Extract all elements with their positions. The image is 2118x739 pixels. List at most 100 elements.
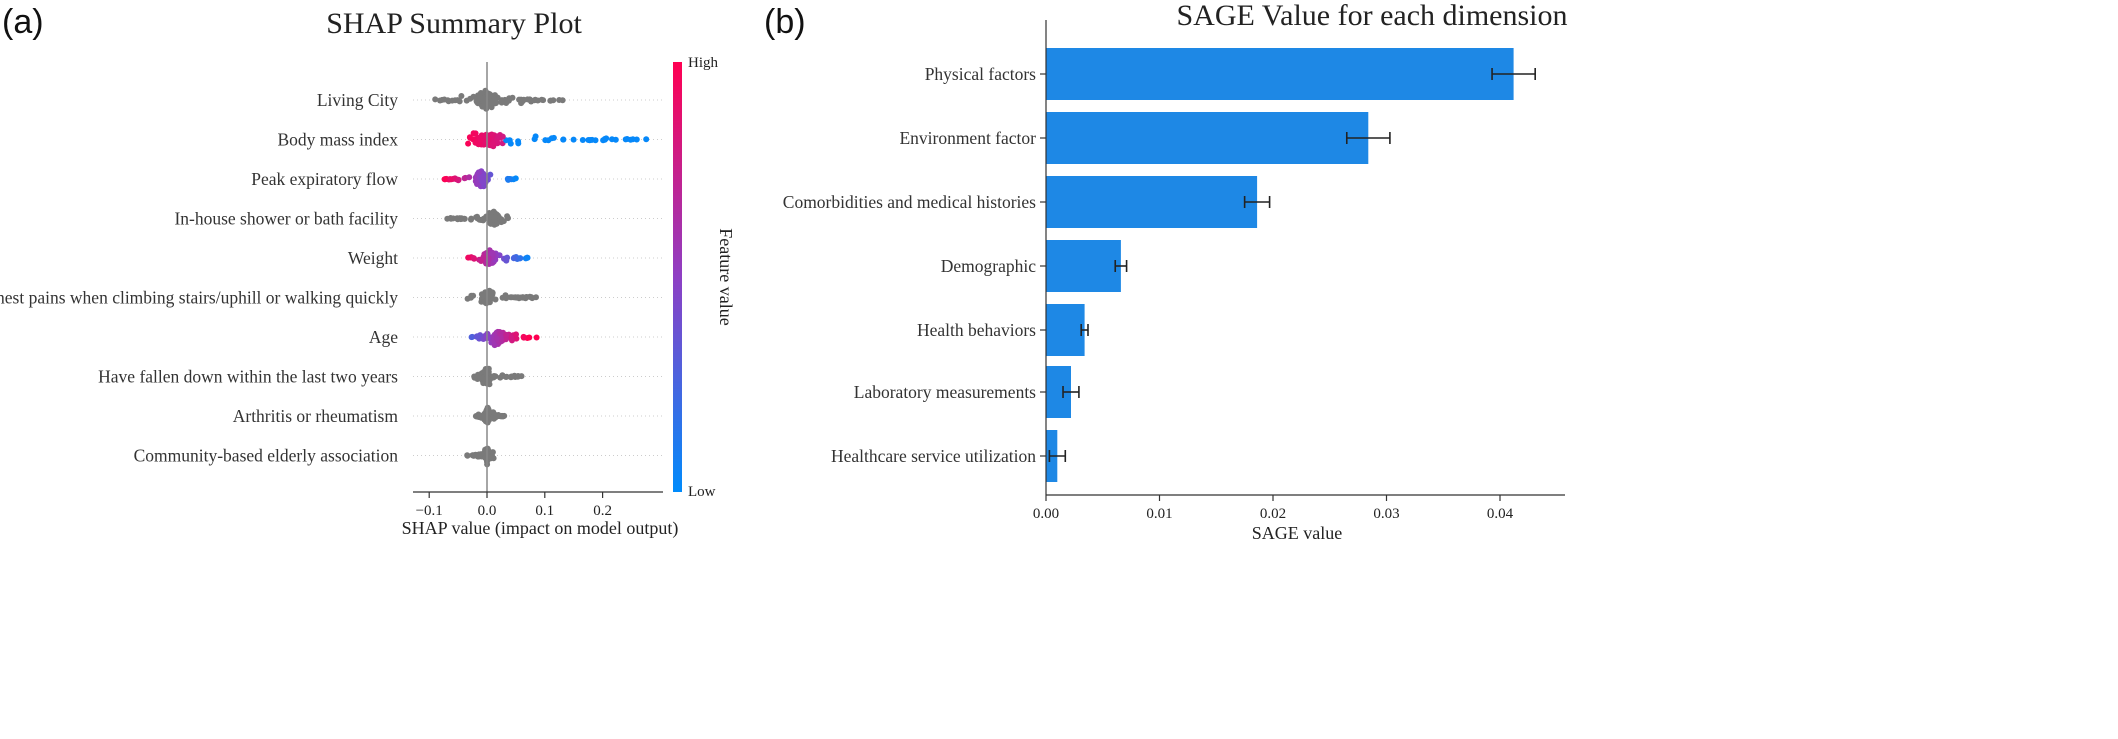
sage-category-label-environment-factor: Environment factor — [899, 128, 1036, 148]
shap-point-living-city — [444, 97, 451, 104]
shap-point-arthritis-or-rheumatism — [491, 415, 497, 422]
shap-point-weight — [503, 257, 510, 264]
panel-b-label: (b) — [764, 3, 806, 41]
feature-label-community-based-elderly-association: Community-based elderly association — [134, 446, 399, 466]
sage-bar-health-behaviors — [1046, 304, 1085, 356]
shap-point-weight — [480, 254, 487, 261]
shap-point-peak-expiratory-flow — [475, 169, 482, 176]
shap-point-body-mass-index — [470, 130, 477, 137]
shap-x-axis-label: SHAP value (impact on model output) — [402, 518, 679, 539]
shap-point-living-city — [463, 97, 470, 104]
shap-point-weight — [465, 254, 472, 261]
sage-bars — [1046, 48, 1536, 482]
sage-category-label-health-behaviors: Health behaviors — [917, 320, 1036, 340]
shap-point-peak-expiratory-flow — [447, 176, 454, 183]
shap-point-have-fallen-down-within-the-last-two-years — [515, 373, 522, 380]
shap-point-body-mass-index — [570, 136, 577, 143]
colorbar-low-label: Low — [688, 484, 716, 500]
shap-summary-panel: (a) SHAP Summary Plot Living City Body ma… — [0, 3, 736, 539]
shap-point-living-city — [432, 96, 439, 103]
shap-x-tick-label: −0.1 — [416, 503, 443, 519]
shap-point-body-mass-index — [548, 135, 555, 142]
shap-point-age — [520, 333, 527, 340]
shap-point-arthritis-or-rheumatism — [499, 413, 506, 420]
sage-category-label-demographic: Demographic — [941, 256, 1036, 276]
feature-label-peak-expiratory-flow: Peak expiratory flow — [251, 169, 398, 189]
shap-point-body-mass-index — [627, 136, 634, 143]
shap-point-body-mass-index — [579, 137, 586, 143]
shap-point-peak-expiratory-flow — [461, 175, 468, 182]
sage-axes: Physical factors Environment factor Comorb… — [783, 20, 1565, 522]
shap-point-living-city — [559, 97, 566, 104]
shap-point-living-city — [479, 103, 486, 110]
shap-point-community-based-elderly-association — [490, 455, 497, 462]
shap-point-have-fallen-down-within-the-last-two-years — [485, 376, 491, 383]
shap-point-community-based-elderly-association — [483, 451, 490, 458]
shap-point-chest-pains-when-climbing-stairs-uphill-or-walking-quickly — [467, 294, 474, 301]
shap-point-chest-pains-when-climbing-stairs-uphill-or-walking-quickly — [514, 294, 521, 301]
shap-point-have-fallen-down-within-the-last-two-years — [508, 373, 515, 380]
sage-chart-title: SAGE Value for each dimension — [1176, 0, 1567, 32]
shap-point-age — [503, 331, 510, 338]
shap-point-living-city — [470, 93, 477, 100]
shap-point-body-mass-index — [592, 137, 599, 144]
shap-point-chest-pains-when-climbing-stairs-uphill-or-walking-quickly — [533, 294, 539, 301]
shap-point-in-house-shower-or-bath-facility — [491, 214, 498, 221]
feature-label-in-house-shower-or-bath-facility: In-house shower or bath facility — [174, 209, 398, 229]
shap-point-peak-expiratory-flow — [479, 179, 486, 186]
shap-point-living-city — [526, 96, 533, 103]
shap-point-age — [474, 333, 481, 340]
shap-point-chest-pains-when-climbing-stairs-uphill-or-walking-quickly — [504, 294, 510, 301]
shap-point-body-mass-index — [601, 136, 608, 143]
shap-point-age — [507, 334, 514, 341]
shap-point-in-house-shower-or-bath-facility — [498, 219, 505, 226]
colorbar-title: Feature value — [716, 228, 736, 325]
shap-point-chest-pains-when-climbing-stairs-uphill-or-walking-quickly — [519, 294, 526, 301]
shap-point-body-mass-index — [515, 140, 522, 147]
sage-category-label-comorbidities-and-medical-histories: Comorbidities and medical histories — [783, 192, 1036, 212]
shap-point-in-house-shower-or-bath-facility — [474, 215, 481, 222]
shap-point-community-based-elderly-association — [464, 452, 471, 459]
shap-point-living-city — [540, 97, 547, 104]
sage-bar-demographic — [1046, 240, 1121, 292]
shap-point-in-house-shower-or-bath-facility — [457, 215, 464, 222]
shap-point-peak-expiratory-flow — [505, 176, 512, 183]
shap-point-age — [469, 333, 476, 340]
feature-label-weight: Weight — [348, 248, 398, 268]
shap-point-body-mass-index — [482, 140, 489, 147]
panel-a-label: (a) — [2, 3, 44, 41]
sage-x-tick-label: 0.00 — [1033, 506, 1059, 522]
feature-label-chest-pains-when-climbing-stairs-uphill-or-walking-quickly: Chest pains when climbing stairs/uphill … — [0, 288, 398, 308]
sage-bar-comorbidities-and-medical-histories — [1046, 176, 1258, 228]
shap-point-chest-pains-when-climbing-stairs-uphill-or-walking-quickly — [526, 293, 533, 300]
shap-chart-title: SHAP Summary Plot — [326, 7, 582, 40]
shap-point-body-mass-index — [560, 136, 567, 143]
shap-point-living-city — [492, 99, 499, 106]
shap-point-age — [533, 334, 540, 341]
shap-point-body-mass-index — [643, 136, 650, 143]
feature-label-age: Age — [369, 327, 398, 347]
shap-point-in-house-shower-or-bath-facility — [468, 215, 475, 222]
shap-x-tick-label: 0.2 — [593, 503, 612, 519]
shap-point-living-city — [477, 90, 484, 96]
feature-label-have-fallen-down-within-the-last-two-years: Have fallen down within the last two yea… — [98, 367, 398, 387]
shap-point-weight — [510, 255, 517, 262]
shap-point-chest-pains-when-climbing-stairs-uphill-or-walking-quickly — [481, 292, 488, 299]
sage-x-tick-label: 0.02 — [1260, 506, 1286, 522]
shap-point-body-mass-index — [585, 137, 592, 143]
shap-point-body-mass-index — [495, 133, 502, 139]
shap-point-age — [526, 334, 533, 341]
shap-point-living-city — [480, 98, 487, 105]
sage-bar-physical-factors — [1046, 48, 1514, 100]
shap-point-living-city — [437, 97, 443, 104]
shap-point-body-mass-index — [467, 134, 474, 141]
sage-category-label-healthcare-service-utilization: Healthcare service utilization — [831, 446, 1036, 466]
shap-point-weight — [489, 250, 496, 257]
shap-colorbar: High Low Feature value — [673, 55, 736, 500]
shap-point-age — [484, 334, 491, 341]
shap-point-living-city — [456, 98, 463, 105]
shap-point-arthritis-or-rheumatism — [484, 415, 491, 422]
shap-point-peak-expiratory-flow — [441, 176, 448, 183]
shap-point-living-city — [498, 99, 505, 106]
